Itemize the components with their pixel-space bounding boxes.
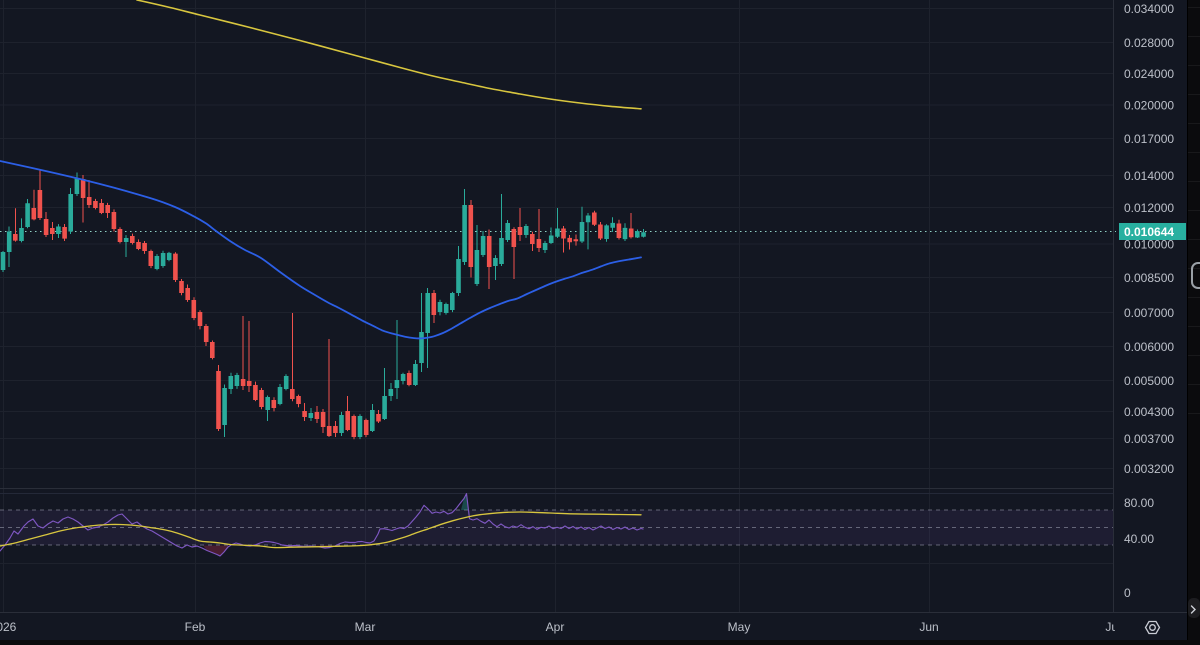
svg-text:Mar: Mar [355, 620, 376, 634]
svg-text:0: 0 [1124, 586, 1131, 600]
svg-text:40.00: 40.00 [1124, 532, 1154, 546]
svg-text:0.003700: 0.003700 [1124, 432, 1174, 446]
svg-text:0.020000: 0.020000 [1124, 99, 1174, 113]
svg-text:80.00: 80.00 [1124, 496, 1154, 510]
svg-text:2026: 2026 [0, 620, 17, 634]
svg-text:0.008500: 0.008500 [1124, 271, 1174, 285]
svg-text:Apr: Apr [546, 620, 565, 634]
svg-text:0.003200: 0.003200 [1124, 462, 1174, 476]
svg-text:Jun: Jun [919, 620, 938, 634]
svg-text:0.024000: 0.024000 [1124, 67, 1174, 81]
svg-text:0.014000: 0.014000 [1124, 169, 1174, 183]
svg-text:0.028000: 0.028000 [1124, 36, 1174, 50]
svg-text:0.010000: 0.010000 [1124, 238, 1174, 252]
svg-text:0.005000: 0.005000 [1124, 374, 1174, 388]
svg-text:May: May [728, 620, 751, 634]
svg-text:0.004300: 0.004300 [1124, 405, 1174, 419]
svg-text:0.034000: 0.034000 [1124, 2, 1174, 16]
svg-text:0.007000: 0.007000 [1124, 306, 1174, 320]
svg-text:0.012000: 0.012000 [1124, 201, 1174, 215]
svg-text:0.017000: 0.017000 [1124, 132, 1174, 146]
svg-text:Feb: Feb [185, 620, 206, 634]
svg-text:0.006000: 0.006000 [1124, 340, 1174, 354]
svg-text:0.010644: 0.010644 [1124, 225, 1174, 239]
